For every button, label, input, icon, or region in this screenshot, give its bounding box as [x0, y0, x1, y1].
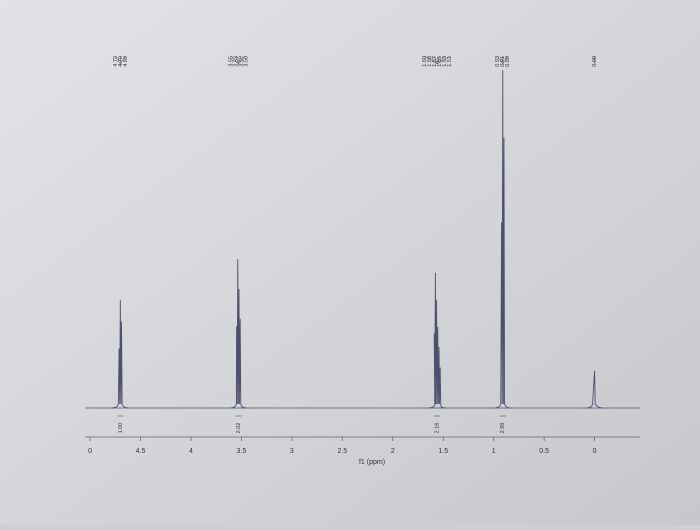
- peak-label: 0.91: [500, 56, 506, 67]
- peak-label: 1.60: [422, 56, 428, 67]
- peak-label-connector: [429, 55, 438, 65]
- x-tick-label: 3: [290, 448, 294, 455]
- peak-label-connector: [434, 55, 438, 65]
- peak-label: 0.89: [505, 56, 511, 67]
- x-tick-label: 0: [88, 448, 92, 455]
- peak: [112, 299, 129, 409]
- x-tick-label: 4.5: [136, 448, 146, 455]
- peak-label-connector: [437, 55, 450, 65]
- peak-label: 4.69: [123, 56, 129, 67]
- peak-label: 1.58: [427, 56, 433, 67]
- peak-label-connector: [230, 55, 239, 65]
- integration-label: 2.16: [435, 423, 441, 434]
- x-tick-label: 0: [593, 448, 597, 455]
- peak: [429, 272, 446, 409]
- peak-label-connector: [436, 55, 445, 65]
- peak-label: 4.72: [113, 56, 119, 67]
- x-tick-label: 2.5: [337, 448, 347, 455]
- peak-label-connector: [424, 55, 438, 65]
- peak: [230, 259, 247, 409]
- peak-label-connector: [235, 55, 239, 65]
- integration-label: 1.00: [118, 423, 124, 434]
- peak-label: 3.55: [228, 56, 234, 67]
- peak-label-connector: [115, 55, 121, 65]
- peak-label-connector: [120, 55, 126, 65]
- peak-label: 4.70: [118, 56, 124, 67]
- peak-label-connector: [502, 55, 508, 65]
- peak-label: 0.93: [495, 56, 501, 67]
- x-tick-label: 1.5: [438, 448, 448, 455]
- peak-label-connector: [497, 55, 503, 65]
- integration-label: 2.02: [236, 423, 242, 434]
- peak-label: 1.57: [432, 56, 438, 67]
- x-tick-label: 4: [189, 448, 193, 455]
- peak-label: 3.53: [233, 56, 239, 67]
- peak-label: 1.55: [437, 56, 443, 67]
- peak-label: 3.52: [238, 56, 244, 67]
- peak-label: 1.53: [442, 56, 448, 67]
- x-tick-label: 2: [391, 448, 395, 455]
- peak: [586, 370, 603, 409]
- x-axis-label: f1 (ppm): [359, 459, 385, 466]
- x-tick-label: 0.5: [539, 448, 549, 455]
- peak-label-connector: [238, 55, 247, 65]
- peak-label-connector: [238, 55, 242, 65]
- x-tick-label: 1: [492, 448, 496, 455]
- integration-label: 2.98: [500, 423, 506, 434]
- peak-label: 3.50: [243, 56, 249, 67]
- peak-label: 1.51: [447, 56, 453, 67]
- peak-label: 0.00: [592, 56, 598, 67]
- peak: [494, 69, 511, 409]
- peak-label-connector: [436, 55, 440, 65]
- x-tick-label: 3.5: [237, 448, 247, 455]
